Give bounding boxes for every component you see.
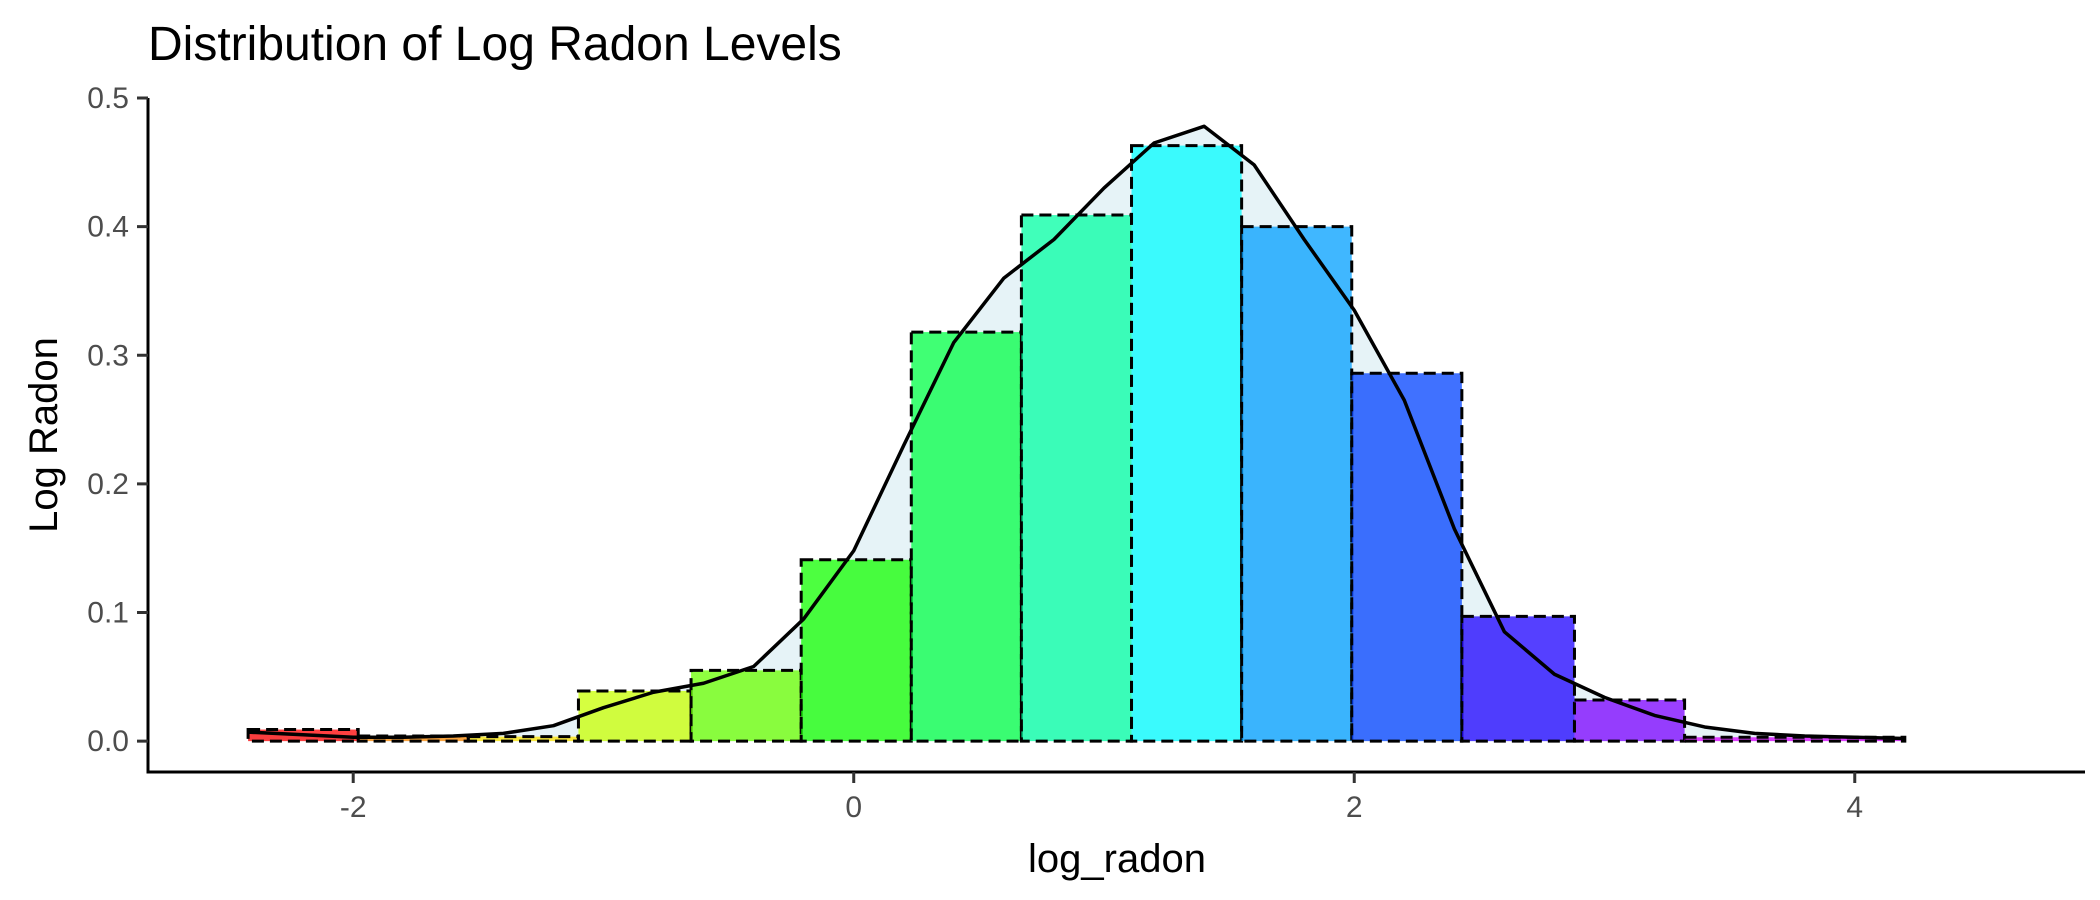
x-axis-label: log_radon <box>1028 837 1206 881</box>
histogram-bar <box>1240 225 1354 743</box>
histogram-bar <box>1019 213 1134 743</box>
x-tick-label: 0 <box>845 791 862 824</box>
histogram-bar <box>1460 614 1576 743</box>
histogram-bar <box>799 558 913 743</box>
chart-title: Distribution of Log Radon Levels <box>148 18 842 71</box>
y-tick-label: 0.5 <box>87 82 129 115</box>
y-axis-ticks: 0.0 0.1 0.2 0.3 0.4 0.5 <box>87 82 148 758</box>
plot-area <box>246 124 1907 743</box>
y-tick-label: 0.1 <box>87 597 129 630</box>
histogram-bar <box>1683 735 1907 743</box>
x-tick-label: 4 <box>1846 791 1863 824</box>
density-curve <box>248 124 1905 741</box>
y-tick-label: 0.2 <box>87 468 129 501</box>
y-tick-label: 0.0 <box>87 725 129 758</box>
y-tick-label: 0.4 <box>87 211 129 244</box>
histogram-bar <box>1130 144 1244 743</box>
histogram-bar <box>1350 371 1464 743</box>
x-tick-label: 2 <box>1346 791 1363 824</box>
x-tick-label: -2 <box>340 791 367 824</box>
y-tick-label: 0.3 <box>87 339 129 372</box>
histogram-bar <box>466 735 580 743</box>
x-axis-ticks: -2 0 2 4 <box>340 772 1863 824</box>
histogram-bar <box>909 330 1023 743</box>
y-axis-label: Log Radon <box>22 337 66 533</box>
